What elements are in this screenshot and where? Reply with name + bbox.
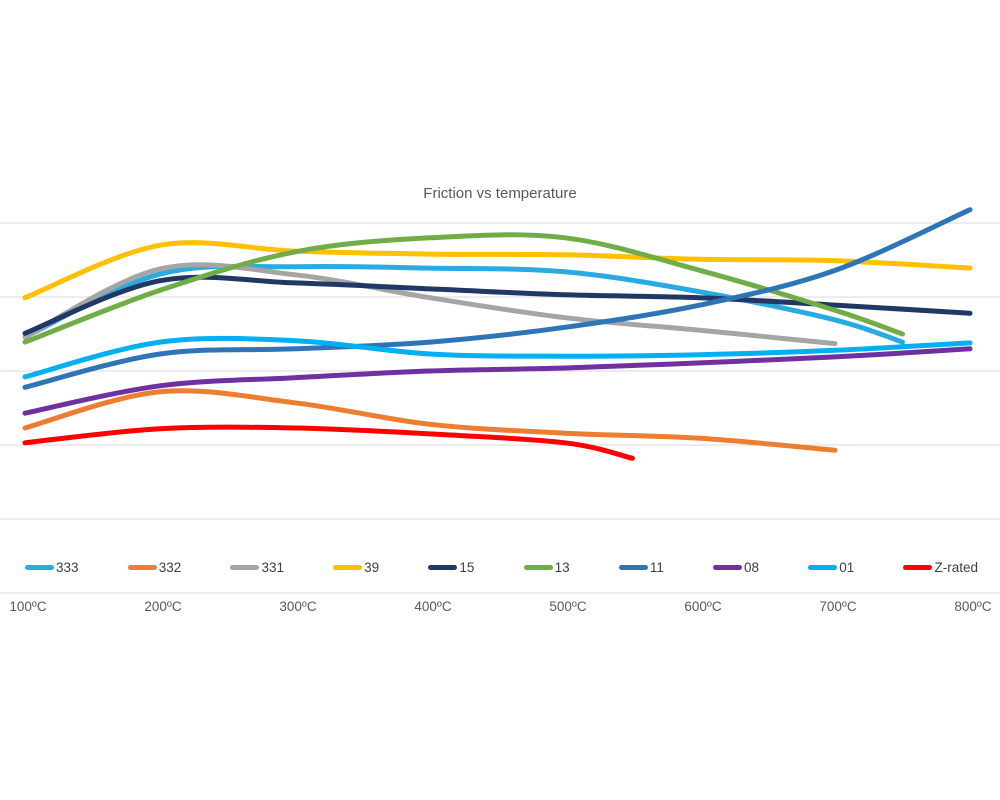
legend-swatch-Z-rated bbox=[903, 565, 933, 570]
legend-item-331: 331 bbox=[230, 560, 284, 575]
x-axis-label-500: 500ºC bbox=[549, 599, 587, 614]
x-axis-label-800: 800ºC bbox=[954, 599, 992, 614]
legend-label-333: 333 bbox=[56, 560, 79, 575]
series-line-13 bbox=[22, 232, 905, 345]
legend-swatch-13 bbox=[523, 565, 553, 570]
series-line-331 bbox=[22, 262, 838, 347]
series-line-01 bbox=[22, 335, 973, 380]
legend-label-13: 13 bbox=[554, 560, 570, 575]
legend-swatch-15 bbox=[428, 565, 458, 570]
x-axis-label-200: 200ºC bbox=[144, 599, 182, 614]
legend-swatch-332 bbox=[127, 565, 157, 570]
legend-swatch-331 bbox=[230, 565, 260, 570]
legend-swatch-39 bbox=[333, 565, 363, 570]
legend-item-08: 08 bbox=[713, 560, 759, 575]
legend-label-331: 331 bbox=[261, 560, 284, 575]
legend-item-01: 01 bbox=[808, 560, 854, 575]
x-axis-label-600: 600ºC bbox=[684, 599, 722, 614]
legend-item-13: 13 bbox=[523, 560, 570, 575]
series-line-333 bbox=[22, 263, 905, 345]
series-line-332 bbox=[22, 388, 838, 453]
legend-label-11: 11 bbox=[649, 560, 664, 575]
legend-label-08: 08 bbox=[744, 560, 760, 575]
legend-item-332: 332 bbox=[127, 560, 182, 575]
legend-swatch-01 bbox=[808, 565, 838, 570]
x-axis-label-300: 300ºC bbox=[279, 599, 317, 614]
legend-swatch-08 bbox=[713, 565, 743, 570]
series-line-39 bbox=[22, 240, 973, 301]
x-axis-label-100: 100ºC bbox=[9, 599, 47, 614]
legend-item-333: 333 bbox=[25, 560, 79, 575]
x-axis-label-700: 700ºC bbox=[819, 599, 857, 614]
legend-item-15: 15 bbox=[428, 560, 474, 575]
chart-legend: 333 332 331 39 15 13 11 08 01 Z-rated bbox=[25, 560, 978, 575]
series-line-Z-rated bbox=[22, 424, 635, 461]
legend-item-Z-rated: Z-rated bbox=[903, 560, 978, 575]
legend-item-39: 39 bbox=[333, 560, 379, 575]
legend-label-332: 332 bbox=[158, 560, 182, 575]
legend-label-Z-rated: Z-rated bbox=[934, 560, 978, 575]
x-axis-label-400: 400ºC bbox=[414, 599, 452, 614]
chart-title: Friction vs temperature bbox=[423, 185, 577, 202]
series-line-11 bbox=[22, 207, 973, 390]
legend-label-39: 39 bbox=[364, 560, 380, 575]
series-line-08 bbox=[22, 346, 973, 416]
legend-swatch-11 bbox=[618, 565, 648, 570]
legend-label-15: 15 bbox=[459, 560, 475, 575]
legend-swatch-333 bbox=[25, 565, 54, 570]
legend-label-01: 01 bbox=[839, 560, 855, 575]
legend-item-11: 11 bbox=[618, 560, 664, 575]
